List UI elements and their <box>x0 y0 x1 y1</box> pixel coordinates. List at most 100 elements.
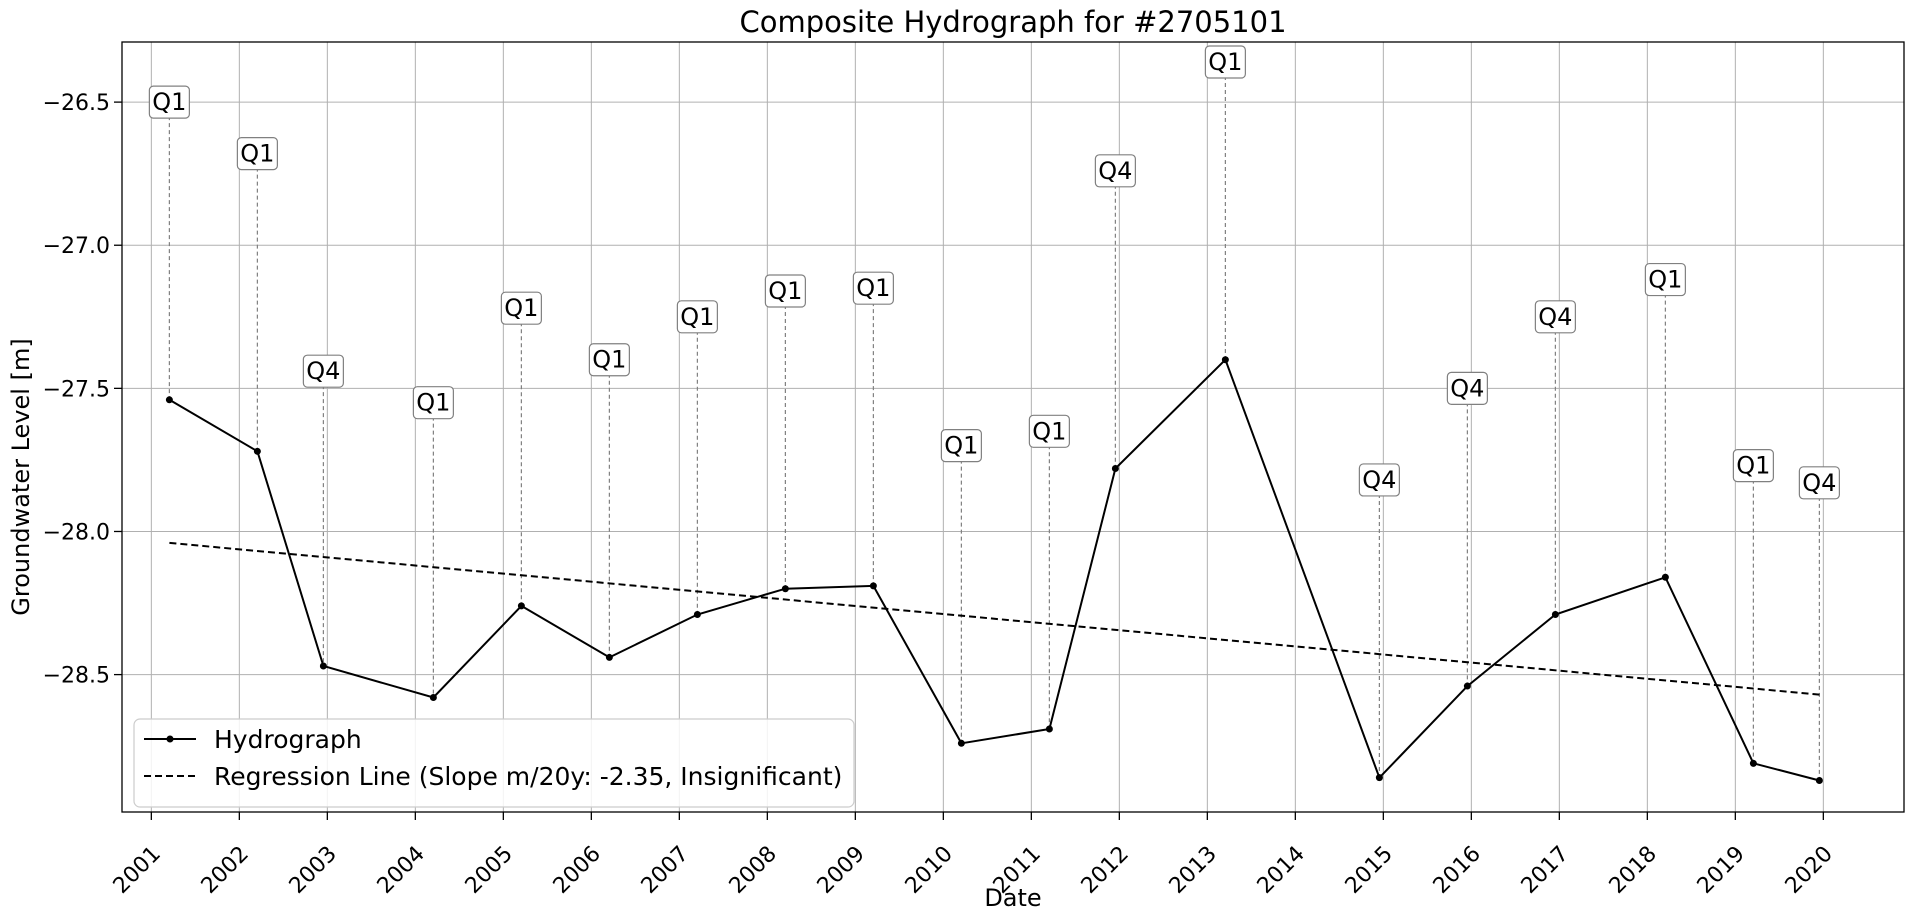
hydrograph-point-11 <box>1111 465 1119 473</box>
x-axis-ticks: 2001 2002 2003 2004 2005 2006 2007 2008 2009 2010… <box>109 812 1838 899</box>
y-axis-label: Groundwater Level [m] <box>7 338 35 615</box>
annotation-box-0 <box>148 85 190 119</box>
hydrograph-point-5 <box>605 653 613 661</box>
annotation-label-7: Q1 <box>768 277 802 305</box>
annotation-label-4: Q1 <box>504 294 538 322</box>
hydrograph-line <box>168 357 1820 782</box>
hydrograph-point-3 <box>429 694 437 702</box>
legend-box <box>133 718 855 808</box>
annotation-label-16: Q1 <box>1648 266 1682 294</box>
annotation-label-15: Q4 <box>1538 303 1572 331</box>
hydrograph-point-12 <box>1221 356 1229 364</box>
annotation-label-11: Q4 <box>1098 157 1132 185</box>
data-markers <box>165 356 1823 785</box>
x-tick-label-2017: 2017 <box>1517 842 1574 899</box>
x-tick-label-2020: 2020 <box>1781 842 1838 899</box>
x-tick-label-2001: 2001 <box>109 842 166 899</box>
x-tick-label-2008: 2008 <box>725 842 782 899</box>
x-tick-label-2013: 2013 <box>1165 842 1222 899</box>
hydrograph-point-9 <box>957 739 965 747</box>
hydrograph-point-4 <box>517 602 525 610</box>
annotation-box-5 <box>588 343 630 377</box>
hydrograph-point-0 <box>165 396 173 404</box>
y-tick-label-3: −28.0 <box>43 520 110 545</box>
x-tick-label-2010: 2010 <box>901 842 958 899</box>
hydrograph-point-6 <box>693 610 701 618</box>
annotation-label-2: Q4 <box>306 357 340 385</box>
annotation-label-10: Q1 <box>1032 417 1066 445</box>
y-tick-label-4: −28.5 <box>43 664 110 689</box>
legend-regression-label: Regression Line (Slope m/20y: -2.35, Ins… <box>214 762 842 791</box>
annotation-label-18: Q4 <box>1802 469 1836 497</box>
x-axis-label: Date <box>984 884 1041 912</box>
annotation-box-1 <box>236 137 278 171</box>
annotation-box-12 <box>1204 45 1246 79</box>
x-tick-label-2002: 2002 <box>197 842 254 899</box>
hydrograph-point-13 <box>1375 774 1383 782</box>
hydrograph-point-15 <box>1551 610 1559 618</box>
regression-line <box>169 541 1820 696</box>
annotation-stems <box>168 76 1820 781</box>
y-tick-label-0: −26.5 <box>43 91 110 116</box>
annotation-label-8: Q1 <box>856 274 890 302</box>
annotation-box-16 <box>1644 262 1686 297</box>
annotation-box-8 <box>852 271 894 305</box>
annotation-box-17 <box>1732 449 1774 483</box>
annotation-box-14 <box>1446 371 1488 405</box>
annotation-box-4 <box>500 291 542 325</box>
annotation-label-12: Q1 <box>1208 48 1242 76</box>
hydrograph-point-2 <box>319 662 327 670</box>
x-tick-label-2009: 2009 <box>813 842 870 899</box>
annotation-box-6 <box>676 300 718 334</box>
annotation-box-3 <box>412 386 454 420</box>
chart-title: Composite Hydrograph for #2705101 <box>739 5 1286 39</box>
annotation-box-10 <box>1028 414 1070 448</box>
x-tick-label-2004: 2004 <box>373 842 430 899</box>
hydrograph-point-18 <box>1815 777 1823 785</box>
annotation-label-9: Q1 <box>944 432 978 460</box>
legend-hydrograph-marker <box>166 735 174 743</box>
annotation-label-17: Q1 <box>1736 452 1770 480</box>
y-axis-ticks: −26.5 −27.0 −27.5 −28.0 −28.5 <box>43 91 122 689</box>
x-tick-label-2019: 2019 <box>1693 842 1750 899</box>
x-tick-label-2015: 2015 <box>1341 842 1398 899</box>
annotation-box-2 <box>302 354 344 388</box>
hydrograph-point-7 <box>781 585 789 593</box>
annotation-label-13: Q4 <box>1362 466 1396 494</box>
x-tick-label-2003: 2003 <box>285 842 342 899</box>
y-tick-label-1: −27.0 <box>43 234 110 259</box>
annotation-label-14: Q4 <box>1450 374 1484 402</box>
x-tick-label-2014: 2014 <box>1253 842 1310 899</box>
annotation-label-6: Q1 <box>680 303 714 331</box>
grid-lines <box>122 42 1904 812</box>
y-tick-label-2: −27.5 <box>43 377 110 402</box>
annotation-label-5: Q1 <box>592 346 626 374</box>
x-tick-label-2007: 2007 <box>637 842 694 899</box>
x-tick-label-2005: 2005 <box>461 842 518 899</box>
annotation-box-18 <box>1798 466 1840 500</box>
annotation-label-3: Q1 <box>416 389 450 417</box>
x-tick-label-2012: 2012 <box>1077 842 1134 899</box>
hydrograph-point-16 <box>1661 573 1669 581</box>
annotation-box-15 <box>1534 300 1576 334</box>
quarter-annotations: Q1 Q1 Q4 Q1 Q1 Q1 Q1 Q1 Q1 Q1 Q1 Q4 Q1 Q4 Q4 Q4 Q1 Q1 Q4 <box>148 45 1840 500</box>
x-tick-label-2016: 2016 <box>1429 842 1486 899</box>
series-lines <box>168 357 1820 782</box>
hydrograph-point-8 <box>869 582 877 590</box>
annotation-box-7 <box>764 274 806 308</box>
legend: Hydrograph Regression Line (Slope m/20y:… <box>133 718 855 808</box>
hydrograph-point-1 <box>253 447 261 455</box>
annotation-box-9 <box>940 429 982 463</box>
hydrograph-point-10 <box>1045 725 1053 733</box>
annotation-label-0: Q1 <box>152 88 186 116</box>
annotation-box-11 <box>1094 154 1136 188</box>
plot-frame <box>121 41 1905 813</box>
annotation-box-13 <box>1358 463 1400 497</box>
hydrograph-point-14 <box>1463 682 1471 690</box>
x-tick-label-2006: 2006 <box>549 842 606 899</box>
annotation-label-1: Q1 <box>240 140 274 168</box>
legend-hydrograph-label: Hydrograph <box>214 725 362 754</box>
hydrograph-point-17 <box>1749 759 1757 767</box>
x-tick-label-2018: 2018 <box>1605 842 1662 899</box>
